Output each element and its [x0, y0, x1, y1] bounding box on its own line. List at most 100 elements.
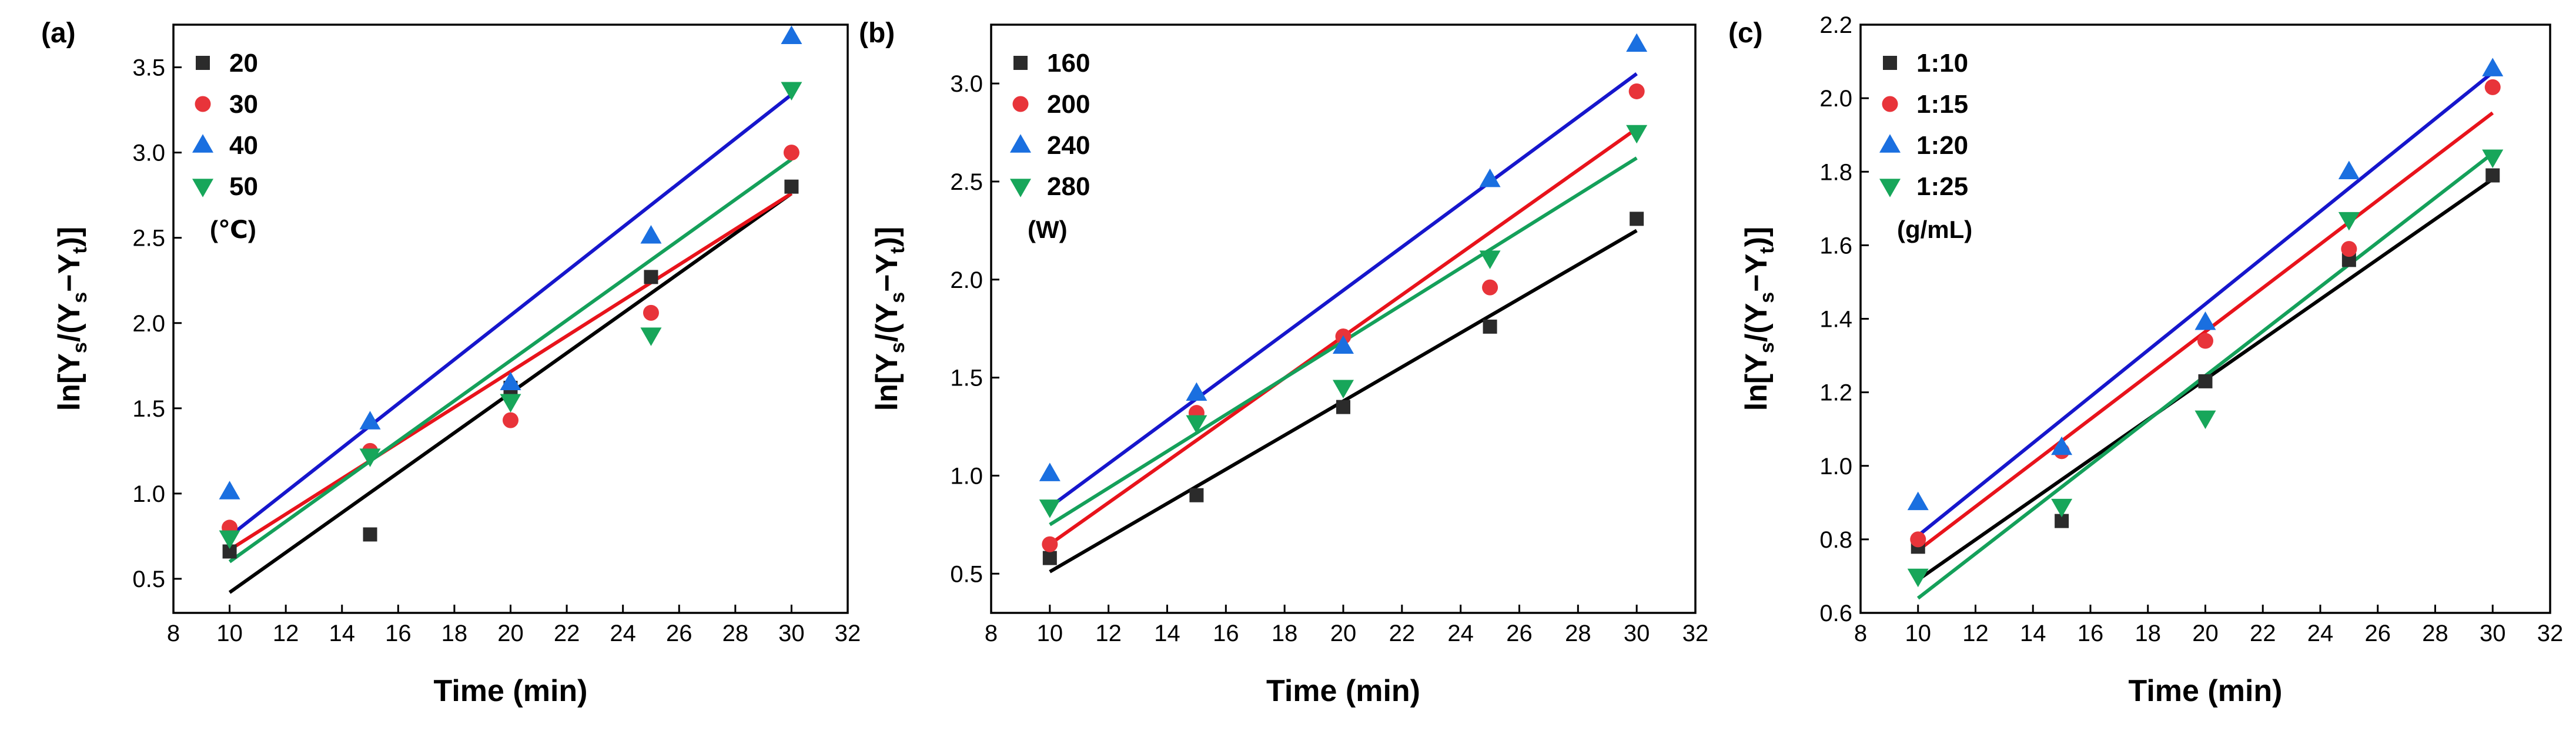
x-tick-label: 18: [441, 621, 468, 646]
data-point: [2194, 410, 2216, 430]
data-point: [2055, 514, 2069, 528]
x-tick-label: 10: [1905, 621, 1932, 646]
data-point: [1626, 125, 1648, 144]
data-point: [500, 394, 521, 413]
data-point: [363, 527, 377, 542]
data-point: [503, 412, 518, 428]
y-axis-title-subscript: s: [1756, 292, 1778, 303]
legend-label: 30: [229, 90, 258, 119]
legend-marker: [192, 179, 213, 197]
x-tick-label: 16: [2077, 621, 2104, 646]
x-tick-label: 12: [273, 621, 299, 646]
legend-marker: [1012, 96, 1029, 112]
x-tick-label: 16: [1213, 621, 1239, 646]
legend-marker: [196, 56, 210, 70]
panel-label: (b): [859, 18, 895, 49]
x-tick-label: 32: [1682, 621, 1709, 646]
y-tick-label: 0.8: [1819, 527, 1852, 553]
data-point: [2051, 436, 2073, 455]
y-axis-title-subscript: t: [69, 247, 91, 253]
fit-line-3: [228, 157, 793, 564]
x-axis-title: Time (min): [1266, 674, 1420, 708]
x-axis-title: Time (min): [434, 674, 588, 708]
x-tick-label: 18: [2135, 621, 2162, 646]
y-axis-title-subscript: t: [1756, 247, 1778, 253]
data-point: [643, 304, 659, 321]
y-tick-label: 0.5: [950, 561, 983, 587]
data-point: [1039, 462, 1060, 481]
legend-marker: [1010, 134, 1031, 153]
x-tick-label: 12: [1095, 621, 1122, 646]
x-tick-label: 8: [1854, 621, 1867, 646]
data-point: [644, 270, 658, 284]
data-point: [2051, 498, 2073, 518]
y-tick-label: 1.4: [1819, 307, 1852, 333]
data-point: [2341, 253, 2356, 267]
plot-frame: [172, 24, 849, 614]
data-point: [1482, 279, 1498, 296]
data-point: [781, 25, 802, 45]
x-tick-label: 22: [554, 621, 580, 646]
x-tick-label: 30: [2480, 621, 2506, 646]
y-axis-title-part: ln[Y: [870, 353, 904, 411]
x-tick-label: 14: [329, 621, 356, 646]
x-tick-label: 28: [722, 621, 749, 646]
x-tick-label: 10: [216, 621, 243, 646]
y-axis-title-part: −Y: [52, 254, 86, 292]
data-point: [2198, 374, 2213, 388]
data-point: [1479, 168, 1501, 187]
x-tick-label: 22: [1389, 621, 1416, 646]
y-axis-title-part: /(Y: [870, 303, 904, 342]
y-axis-title-part: )]: [52, 227, 86, 247]
y-tick-label: 1.8: [1819, 159, 1852, 185]
x-tick-label: 24: [610, 621, 636, 646]
data-point: [1333, 380, 1354, 399]
legend-label: 1:25: [1916, 172, 1968, 201]
data-point: [1628, 83, 1645, 99]
data-point: [1186, 415, 1207, 434]
legend-marker: [1879, 179, 1901, 197]
x-tick-label: 20: [2192, 621, 2219, 646]
legend-marker: [1879, 134, 1901, 153]
data-point: [222, 544, 237, 559]
y-tick-label: 2.0: [950, 267, 983, 293]
x-tick-label: 26: [2365, 621, 2391, 646]
data-point: [640, 225, 662, 244]
x-tick-label: 8: [985, 621, 998, 646]
data-point: [219, 481, 240, 499]
legend-label: 240: [1047, 131, 1090, 160]
y-tick-label: 0.6: [1819, 601, 1852, 626]
legend-label: 200: [1047, 90, 1090, 119]
data-point: [2338, 212, 2360, 231]
y-tick-label: 1.0: [950, 463, 983, 489]
y-axis-title-part: )]: [1739, 227, 1774, 247]
x-axis-title: Time (min): [2129, 674, 2283, 708]
x-tick-label: 26: [1506, 621, 1533, 646]
data-point: [1333, 335, 1354, 354]
y-tick-label: 2.0: [1819, 86, 1852, 112]
fit-line-2: [1049, 72, 1638, 509]
fit-line-2: [228, 93, 793, 538]
data-point: [1039, 499, 1060, 518]
legend-unit: (W): [1028, 216, 1068, 243]
x-tick-label: 22: [2250, 621, 2276, 646]
y-tick-label: 1.5: [132, 396, 165, 422]
data-point: [2197, 333, 2213, 349]
data-point: [2194, 311, 2216, 330]
fit-line-1: [1916, 111, 2494, 552]
data-point: [2338, 160, 2360, 179]
y-tick-label: 2.5: [950, 169, 983, 195]
y-axis-title-subscript: s: [69, 292, 91, 303]
data-point: [1479, 250, 1501, 269]
y-axis-title-part: ln[Y: [1739, 353, 1774, 411]
data-point: [2482, 58, 2504, 76]
y-tick-label: 3.5: [132, 55, 165, 81]
data-point: [784, 179, 799, 194]
data-point: [500, 371, 521, 391]
legend-label: 20: [229, 49, 258, 78]
y-tick-label: 2.2: [1819, 12, 1852, 38]
y-axis-title: ln[Ys/(Ys−Yt)]: [52, 227, 91, 411]
y-axis-title-part: ln[Y: [52, 353, 86, 411]
legend-label: 1:15: [1916, 90, 1968, 119]
data-point: [2341, 241, 2357, 257]
